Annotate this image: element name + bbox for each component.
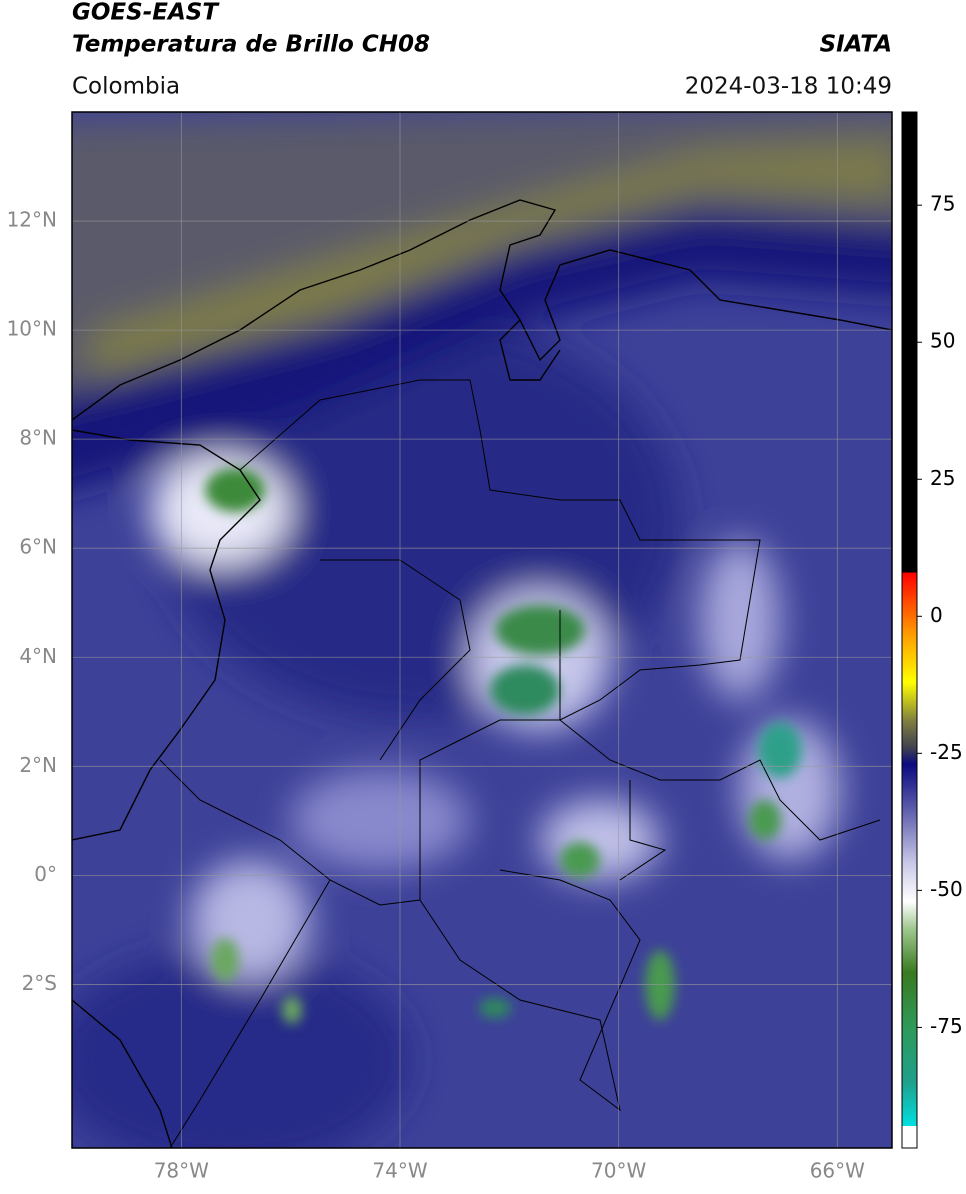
- colorbar-tick-label: -25: [930, 740, 963, 764]
- lat-tick-label: 2°S: [22, 971, 57, 995]
- lat-tick-label: 10°N: [7, 317, 57, 341]
- colorbar-tick-label: 0: [930, 603, 943, 627]
- source: SIATA: [820, 32, 892, 58]
- lon-tick-label: 66°W: [810, 1159, 865, 1183]
- lat-tick-label: 8°N: [19, 426, 57, 450]
- lat-tick-label: 2°N: [19, 753, 57, 777]
- lat-tick-label: 0°: [34, 862, 57, 886]
- lat-tick-label: 6°N: [19, 535, 57, 559]
- datetime: 2024-03-18 10:49: [685, 74, 892, 100]
- colorbar-tick-label: 50: [930, 329, 955, 353]
- grid: [72, 112, 892, 1148]
- lon-tick-label: 70°W: [591, 1159, 646, 1183]
- lat-tick-label: 4°N: [19, 644, 57, 668]
- colorbar-tick-label: 75: [930, 192, 955, 216]
- satellite-image: [72, 112, 892, 1148]
- colorbar-tick-label: -50: [930, 877, 963, 901]
- region: Colombia: [72, 74, 180, 100]
- subtitle: Temperatura de Brillo CH08: [72, 32, 430, 58]
- map-frame: [71, 111, 893, 1149]
- colorbar: [901, 111, 918, 1149]
- lon-tick-label: 74°W: [372, 1159, 427, 1183]
- title: GOES-EAST: [72, 0, 220, 26]
- lat-tick-label: 12°N: [7, 208, 57, 232]
- lon-tick-label: 78°W: [154, 1159, 209, 1183]
- colorbar-tick-label: 25: [930, 466, 955, 490]
- colorbar-tick-label: -75: [930, 1014, 963, 1038]
